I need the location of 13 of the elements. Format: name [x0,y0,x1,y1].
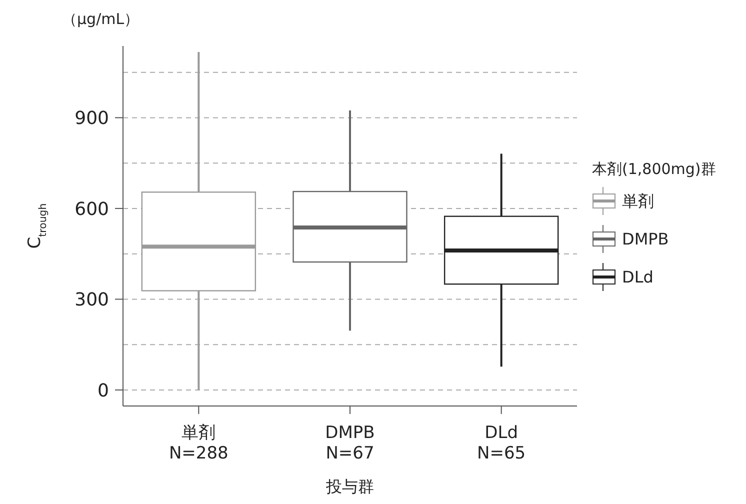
y-tick-label: 0 [98,380,109,402]
y-tick-label: 300 [74,290,109,311]
x-axis-title: 投与群 [325,477,374,496]
x-tick-label: DMPB N=67 [325,423,375,464]
legend-label: DMPB [622,230,669,249]
text: （μg/mL） [62,10,140,28]
legend-label: 単剤 [622,192,654,211]
y-tick-label: 600 [74,198,109,220]
legend-title: 本剤(1,800mg)群 [592,160,716,178]
x-tick-label: 単剤 N=288 [168,423,228,464]
x-tick-label: DLd N=65 [477,423,526,464]
y-tick-label: 900 [74,108,109,129]
legend-label: DLd [622,268,654,287]
